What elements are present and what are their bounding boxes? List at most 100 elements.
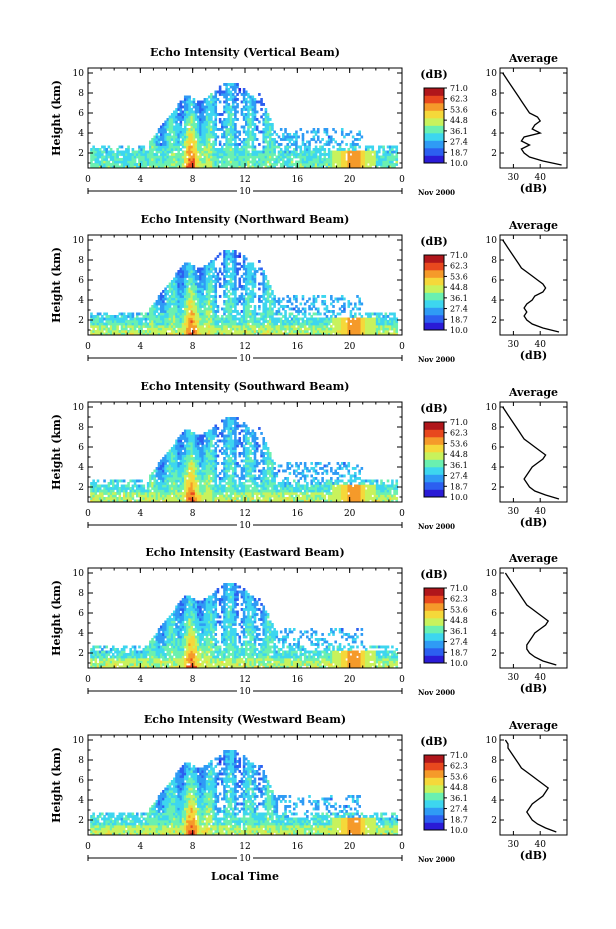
heatmap-cell <box>142 163 146 166</box>
heatmap-cell <box>192 160 196 164</box>
heatmap-cell <box>214 312 218 316</box>
heatmap-cell <box>175 292 178 296</box>
heatmap-cell <box>234 275 237 278</box>
heatmap-cell <box>151 153 154 156</box>
heatmap-cell <box>264 108 268 111</box>
heatmap-cell <box>153 487 156 490</box>
heatmap-cell <box>197 163 200 166</box>
heatmap-cell <box>273 130 276 134</box>
heatmap-cell <box>142 492 146 495</box>
heatmap-cell <box>227 163 231 166</box>
heatmap-cell <box>310 155 313 159</box>
heatmap-cell <box>96 315 100 318</box>
heatmap-cell <box>177 282 180 286</box>
heatmap-cell <box>212 272 215 276</box>
heatmap-cell <box>127 499 130 503</box>
heatmap-cell <box>153 312 156 316</box>
heatmap-cell <box>144 317 148 321</box>
heatmap-cell <box>179 115 183 119</box>
heatmap-cell <box>306 163 309 166</box>
heatmap-cell <box>166 487 170 490</box>
heatmap-cell <box>288 330 292 333</box>
heatmap-cell <box>168 310 172 313</box>
heatmap-cell <box>268 160 272 164</box>
heatmap-cell <box>240 325 244 328</box>
heatmap-cell <box>210 125 213 129</box>
heatmap-cell <box>129 153 133 156</box>
heatmap-cell <box>114 487 117 490</box>
heatmap-cell <box>96 148 100 151</box>
heatmap-cell <box>362 330 366 333</box>
heatmap-cell <box>380 320 383 323</box>
heatmap-cell <box>149 494 152 498</box>
heatmap-cell <box>188 489 191 493</box>
heatmap-cell <box>264 145 268 149</box>
heatmap-cell <box>371 148 375 151</box>
heatmap-cell <box>231 310 235 313</box>
heatmap-cell <box>340 165 344 169</box>
heatmap-cell <box>183 103 187 106</box>
heatmap-cell <box>247 322 250 326</box>
heatmap-cell <box>367 148 370 151</box>
heatmap-cell <box>173 163 176 166</box>
heatmap-cell <box>175 454 178 458</box>
heatmap-cell <box>393 317 396 321</box>
heatmap-cell <box>240 265 244 268</box>
heatmap-cell <box>223 260 226 263</box>
heatmap-cell <box>192 464 196 468</box>
heatmap-cell <box>286 320 290 323</box>
heatmap-cell <box>101 155 104 159</box>
heatmap-cell <box>181 277 185 281</box>
heatmap-cell <box>142 148 146 151</box>
heatmap-cell <box>153 499 156 503</box>
colorbar-label: 62.3 <box>450 95 468 104</box>
day-label: 10 <box>239 187 251 197</box>
heatmap-cell <box>231 95 235 99</box>
heatmap-cell <box>301 140 305 144</box>
heatmap-cell <box>336 297 340 301</box>
heatmap-cell <box>166 125 170 129</box>
heatmap-cell <box>336 143 340 146</box>
heatmap-cell <box>103 492 106 495</box>
heatmap-cell <box>181 153 185 156</box>
heatmap-cell <box>168 484 172 488</box>
heatmap-cell <box>155 315 159 318</box>
heatmap-cell <box>168 143 172 146</box>
heatmap-cell <box>159 472 163 475</box>
heatmap-cell <box>90 312 93 316</box>
heatmap-cell <box>207 332 211 336</box>
heatmap-cell <box>312 135 316 139</box>
heatmap-cell <box>258 282 261 286</box>
heatmap-cell <box>122 160 126 164</box>
heatmap-cell <box>245 158 248 161</box>
heatmap-cell <box>216 325 220 328</box>
heatmap-cell <box>378 145 381 149</box>
heatmap-cell <box>214 163 218 166</box>
heatmap-cell <box>316 138 320 141</box>
heatmap-cell <box>179 494 183 498</box>
heatmap-cell <box>173 494 176 498</box>
heatmap-cell <box>105 163 109 166</box>
heatmap-cell <box>135 487 139 490</box>
heatmap-cell <box>103 148 106 151</box>
heatmap-cell <box>264 155 268 159</box>
heatmap-cell <box>162 469 165 473</box>
heatmap-cell <box>181 462 185 465</box>
heatmap-cell <box>253 135 257 139</box>
heatmap-cell <box>268 125 272 129</box>
heatmap-cell <box>164 484 167 488</box>
heatmap-cell <box>138 330 141 333</box>
heatmap-cell <box>218 143 222 146</box>
heatmap-cell <box>212 275 215 278</box>
heatmap-cell <box>393 163 396 166</box>
heatmap-cell <box>284 163 287 166</box>
heatmap-cell <box>279 143 283 146</box>
x-tick-label: 20 <box>344 175 356 185</box>
heatmap-cell <box>94 315 98 318</box>
heatmap-cell <box>266 153 270 156</box>
heatmap-cell <box>101 158 104 161</box>
heatmap-cell <box>395 153 399 156</box>
heatmap-cell <box>212 95 215 99</box>
heatmap-cell <box>258 143 261 146</box>
heatmap-cell <box>251 130 255 134</box>
